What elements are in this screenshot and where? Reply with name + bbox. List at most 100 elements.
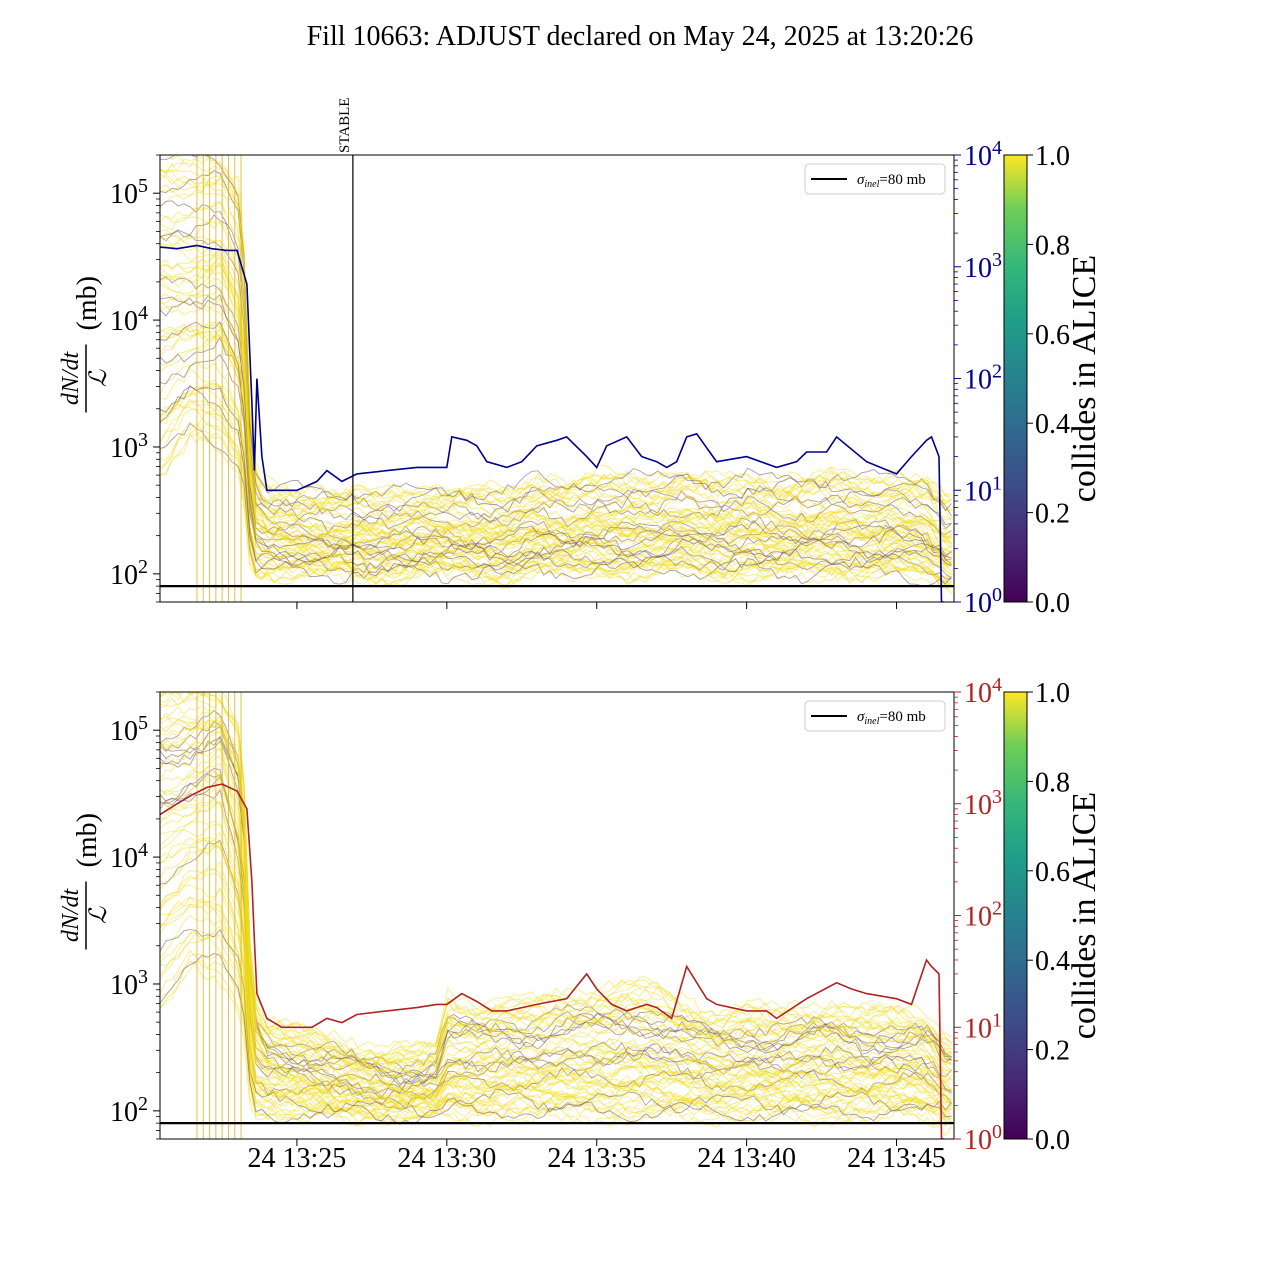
top-bunch-curve bbox=[160, 277, 952, 548]
top-bunch-curve bbox=[160, 400, 952, 579]
bottom-bunch-curve bbox=[160, 905, 952, 1115]
bottom-bunch-curve bbox=[160, 823, 952, 1107]
bottom-bunch-curve bbox=[160, 801, 952, 1096]
bottom-bunch-curve bbox=[160, 836, 952, 1106]
colorbar-tick-label: 1.0 bbox=[1035, 678, 1070, 709]
bottom-bunch-curve bbox=[160, 760, 952, 1083]
bottom-bunch-curve bbox=[160, 710, 952, 1075]
top-bunch-curve bbox=[160, 249, 952, 544]
bottom-bunch-curve bbox=[160, 712, 952, 1072]
colorbar-tick-label: 0.4 bbox=[1035, 409, 1070, 440]
top-bunch-curve bbox=[160, 325, 952, 566]
top-bunch-curve bbox=[160, 321, 952, 564]
top-bunch-curve bbox=[160, 262, 952, 546]
bottom-bunch-curves bbox=[160, 692, 952, 1139]
colorbar-tick-label: 0.2 bbox=[1035, 1036, 1070, 1067]
top-bunch-curve bbox=[160, 254, 952, 544]
top-legend: σinel=80 mb bbox=[804, 163, 946, 195]
bottom-bunch-curve bbox=[160, 692, 952, 1063]
bottom-bunch-curve bbox=[160, 839, 952, 1110]
colorbar-tick-label: 0.8 bbox=[1035, 230, 1070, 261]
top-panel: STABLE 102 103 104 105 100 101 102 103 104 dN/dt ℒ (… bbox=[58, 98, 1103, 619]
bottom-bunch-curve bbox=[160, 860, 952, 1113]
top-bunch-curve bbox=[160, 406, 952, 588]
top-bunch-curve bbox=[160, 262, 952, 541]
top-bunch-curve bbox=[160, 170, 952, 517]
top-bunch-curve bbox=[160, 229, 952, 536]
bottom-bunch-curve bbox=[160, 692, 952, 1065]
bottom-bunch-curve bbox=[160, 775, 952, 1100]
bottom-bunch-curve bbox=[160, 949, 952, 1127]
y-tick-label: 105 bbox=[110, 175, 148, 210]
bottom-secondary-series-line bbox=[160, 783, 944, 1139]
top-bunch-curve bbox=[160, 245, 952, 545]
legend-box bbox=[804, 163, 946, 195]
bottom-bunch-curve bbox=[160, 843, 952, 1110]
colorbar-tick-label: 0.8 bbox=[1035, 767, 1070, 798]
bottom-bunch-curve bbox=[160, 692, 952, 1060]
top-bunch-curve bbox=[160, 188, 952, 520]
bottom-legend: σinel=80 mb bbox=[804, 700, 946, 732]
y2-tick-label: 103 bbox=[964, 786, 1002, 821]
bottom-bunch-curve bbox=[160, 740, 952, 1085]
bottom-bunch-curve bbox=[160, 896, 952, 1115]
y-tick-label: 104 bbox=[110, 302, 148, 337]
top-bunch-curve bbox=[160, 385, 952, 574]
y-tick-label: 102 bbox=[110, 1093, 148, 1128]
bottom-bunch-curve bbox=[160, 739, 952, 1079]
top-bunch-curve bbox=[160, 298, 952, 559]
top-bunch-curve bbox=[160, 382, 952, 576]
top-bunch-curve bbox=[160, 180, 952, 515]
bottom-colorbar: 0.0 0.2 0.4 0.6 0.8 1.0 collides in ALICE bbox=[1003, 678, 1103, 1156]
top-bunch-curve bbox=[160, 386, 952, 580]
bottom-bunch-curve bbox=[160, 692, 952, 1056]
colorbar-tick-label: 1.0 bbox=[1035, 141, 1070, 172]
top-bunch-curve bbox=[160, 298, 952, 554]
bottom-bunch-curve bbox=[160, 886, 952, 1117]
top-bunch-curve bbox=[160, 262, 952, 548]
bottom-bunch-curve bbox=[160, 692, 952, 1057]
top-y-axis-label: dN/dt ℒ (mb) bbox=[58, 276, 112, 413]
y2-tick-label: 103 bbox=[964, 249, 1002, 284]
bottom-bunch-curve bbox=[160, 720, 952, 1072]
top-bunch-curve bbox=[160, 383, 952, 576]
y-label-denominator: ℒ bbox=[86, 906, 112, 924]
bottom-bunch-curve bbox=[160, 914, 952, 1123]
bottom-y-axis-label: dN/dt ℒ (mb) bbox=[58, 813, 112, 950]
top-x-axis bbox=[296, 602, 898, 609]
top-bunch-curve bbox=[160, 422, 952, 587]
top-bunch-curve bbox=[160, 386, 952, 583]
top-bunch-curve bbox=[168, 155, 952, 504]
y-tick-label: 104 bbox=[110, 839, 148, 874]
x-tick-label: 24 13:25 bbox=[248, 1143, 347, 1174]
top-bunch-curve bbox=[160, 324, 952, 563]
bottom-bunch-curve bbox=[160, 730, 952, 1085]
bottom-bunch-curve bbox=[160, 785, 952, 1104]
top-colorbar: 0.0 0.2 0.4 0.6 0.8 1.0 collides in ALICE bbox=[1003, 141, 1103, 619]
top-bunch-curve bbox=[160, 421, 952, 588]
top-bunch-curve bbox=[160, 201, 952, 522]
top-bunch-curve bbox=[160, 254, 952, 554]
bottom-bunch-curve bbox=[160, 717, 952, 1070]
bottom-bunch-curve bbox=[160, 722, 952, 1069]
bottom-bunch-curve bbox=[160, 868, 952, 1115]
colorbar-gradient bbox=[1003, 154, 1028, 603]
top-bunch-curve bbox=[160, 324, 952, 566]
top-bunch-curves bbox=[160, 155, 952, 602]
y-tick-label: 105 bbox=[110, 712, 148, 747]
bottom-panel: 102 103 104 105 100 101 102 103 104 dN/dt ℒ (mb) 24 … bbox=[58, 674, 1103, 1174]
colorbar-label: collides in ALICE bbox=[1066, 792, 1103, 1039]
top-bunch-curve bbox=[160, 214, 952, 530]
x-tick-label: 24 13:40 bbox=[697, 1143, 796, 1174]
x-tick-label: 24 13:45 bbox=[847, 1143, 946, 1174]
colorbar-tick-label: 0.2 bbox=[1035, 499, 1070, 530]
y-label-denominator: ℒ bbox=[86, 369, 112, 387]
bottom-right-y-axis: 100 101 102 103 104 bbox=[954, 674, 1002, 1156]
colorbar-tick-label: 0.0 bbox=[1035, 588, 1070, 619]
top-bunch-curve bbox=[160, 216, 952, 536]
bottom-bunch-curve bbox=[160, 925, 952, 1120]
top-bunch-curve bbox=[160, 175, 952, 512]
bottom-bunch-curve bbox=[160, 953, 952, 1125]
colorbar-tick-label: 0.0 bbox=[1035, 1125, 1070, 1156]
top-bunch-curve bbox=[160, 232, 952, 543]
